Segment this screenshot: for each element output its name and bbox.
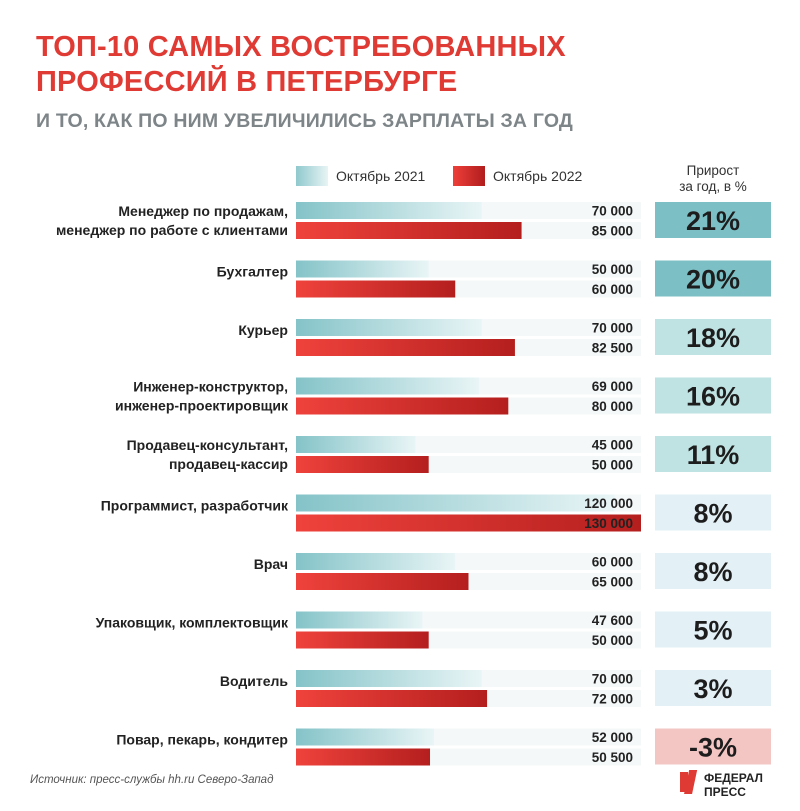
growth-value: 20% [686, 265, 740, 295]
value-label-2022: 82 500 [592, 341, 633, 356]
growth-box [655, 670, 771, 706]
category-label: инженер-проектировщик [115, 398, 289, 414]
category-label: Менеджер по продажам, [118, 203, 288, 219]
bar-2022 [296, 280, 456, 298]
source-note: Источник: пресс-службы hh.ru Северо-Запа… [30, 774, 274, 786]
growth-value: 18% [686, 323, 740, 353]
growth-column-header: Прирост за год, в % [655, 163, 771, 195]
growth-box [655, 494, 771, 531]
value-label-2022: 50 000 [592, 458, 633, 473]
growth-value: -3% [689, 733, 737, 763]
category-label: Водитель [220, 673, 289, 689]
bar-2022 [296, 690, 488, 707]
growth-header-line-2: за год, в % [679, 179, 747, 194]
growth-header-line-1: Прирост [686, 163, 740, 178]
growth-box [655, 611, 771, 648]
legend-label-2021: Октябрь 2021 [336, 168, 426, 184]
value-label-2022: 130 000 [584, 516, 633, 531]
logo-text-line-2: ПРЕСС [704, 785, 746, 799]
category-label: Врач [254, 556, 288, 572]
category-label: Инженер-конструктор, [133, 379, 288, 395]
bar-2021 [296, 553, 456, 570]
legend-swatch-2021 [296, 166, 328, 186]
bar-2021 [296, 202, 482, 219]
bar-2022 [296, 339, 515, 356]
chart-subtitle: И ТО, КАК ПО НИМ УВЕЛИЧИЛИСЬ ЗАРПЛАТЫ ЗА… [36, 110, 574, 132]
category-label: продавец-кассир [169, 456, 288, 472]
category-label: Бухгалтер [217, 264, 288, 280]
bar-2022 [296, 748, 431, 766]
value-label-2022: 50 000 [592, 633, 633, 648]
legend-label-2022: Октябрь 2022 [493, 168, 583, 184]
bar-2022 [296, 397, 509, 415]
category-label: менеджер по работе с клиентами [56, 222, 288, 238]
bar-2022 [296, 222, 522, 239]
value-label-2021: 52 000 [592, 730, 633, 745]
value-label-2021: 69 000 [592, 379, 633, 394]
value-label-2021: 70 000 [592, 321, 633, 336]
logo-text-line-1: ФЕДЕРАЛ [704, 771, 763, 785]
growth-box [655, 553, 771, 589]
logo-mark-bar-2 [684, 770, 698, 794]
chart-title: ТОП-10 САМЫХ ВОСТРЕБОВАННЫХ ПРОФЕССИЙ В … [36, 30, 566, 100]
category-label: Программист, разработчик [101, 498, 289, 514]
bar-2021 [296, 260, 429, 278]
growth-box [655, 377, 771, 414]
bar-2021 [296, 319, 482, 336]
growth-value: 3% [693, 674, 732, 704]
value-label-2022: 65 000 [592, 575, 633, 590]
growth-box [655, 319, 771, 355]
bar-2021 [296, 377, 480, 395]
value-label-2021: 47 600 [592, 613, 633, 628]
value-label-2022: 60 000 [592, 282, 633, 297]
growth-value: 8% [693, 499, 732, 529]
bar-2021 [296, 670, 482, 687]
value-label-2021: 50 000 [592, 262, 633, 277]
legend-swatch-2022 [453, 166, 485, 186]
category-label: Повар, пекарь, кондитер [116, 732, 288, 748]
growth-value: 8% [693, 557, 732, 587]
bar-2021 [296, 494, 615, 512]
value-label-2021: 60 000 [592, 555, 633, 570]
bar-2022 [296, 456, 429, 473]
bar-2021 [296, 436, 416, 453]
value-label-2021: 70 000 [592, 672, 633, 687]
growth-box [655, 260, 771, 297]
legend-item-2021: Октябрь 2021 [296, 165, 425, 187]
value-label-2022: 50 500 [592, 750, 633, 765]
growth-value: 5% [693, 616, 732, 646]
logo-mark-bar-1 [680, 772, 688, 792]
category-label: Продавец-консультант, [127, 437, 288, 453]
bar-2022 [296, 573, 469, 590]
value-label-2022: 85 000 [592, 224, 633, 239]
growth-value: 21% [686, 206, 740, 236]
bar-2021 [296, 728, 434, 746]
bar-2022 [296, 514, 641, 532]
legend-item-2022: Октябрь 2022 [453, 165, 582, 187]
value-label-2021: 70 000 [592, 204, 633, 219]
chart-title-line-2: ПРОФЕССИЙ В ПЕТЕРБУРГЕ [36, 66, 458, 98]
federal-press-logo: ФЕДЕРАЛ ПРЕСС [680, 770, 763, 799]
growth-value: 11% [687, 440, 740, 470]
growth-box [655, 436, 771, 472]
category-label: Упаковщик, комплектовщик [96, 615, 289, 631]
category-label: Курьер [238, 322, 288, 338]
value-label-2021: 45 000 [592, 438, 633, 453]
growth-box [655, 728, 771, 765]
bar-2021 [296, 611, 423, 629]
chart-title-line-1: ТОП-10 САМЫХ ВОСТРЕБОВАННЫХ [36, 31, 566, 63]
value-label-2021: 120 000 [584, 496, 633, 511]
bar-2022 [296, 631, 429, 649]
growth-value: 16% [686, 382, 740, 412]
value-label-2022: 80 000 [592, 399, 633, 414]
growth-box [655, 202, 771, 238]
value-label-2022: 72 000 [592, 692, 633, 707]
